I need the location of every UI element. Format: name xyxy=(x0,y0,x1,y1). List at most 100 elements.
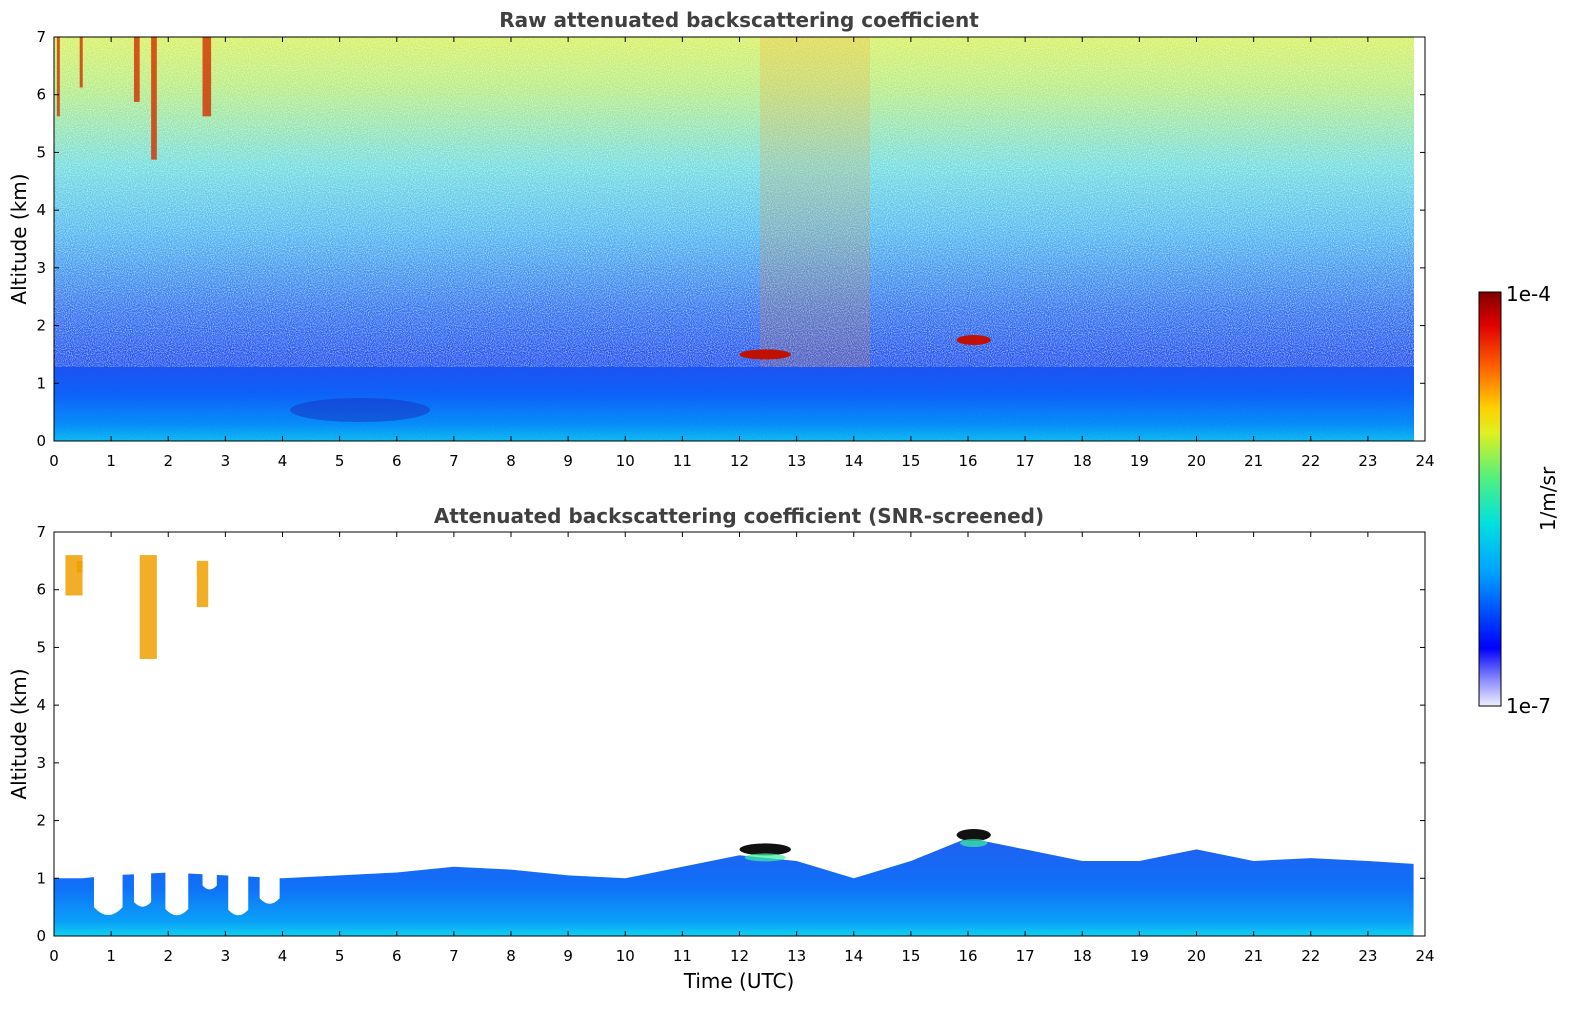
raw-heatmap xyxy=(54,37,1414,441)
raw-dense-aerosol xyxy=(290,398,430,422)
cirrus-streak xyxy=(202,37,212,117)
boundary-layer-gap xyxy=(165,532,189,916)
x-tick-label: 7 xyxy=(449,452,459,470)
y-tick-label: 3 xyxy=(36,259,46,277)
x-tick-label: 12 xyxy=(730,947,749,965)
x-tick-label: 13 xyxy=(787,452,806,470)
y-tick-label: 5 xyxy=(36,638,46,656)
cloud-base-screened xyxy=(744,853,786,862)
x-tick-label: 23 xyxy=(1358,452,1377,470)
x-tick-label: 9 xyxy=(563,947,573,965)
x-tick-label: 12 xyxy=(730,452,749,470)
y-tick-label: 1 xyxy=(36,374,46,392)
y-tick-label: 1 xyxy=(36,869,46,887)
x-tick-label: 21 xyxy=(1244,452,1263,470)
x-tick-label: 20 xyxy=(1187,452,1206,470)
screened-heatmap xyxy=(54,532,1414,936)
x-tick-label: 18 xyxy=(1073,452,1092,470)
cirrus-streak xyxy=(56,37,60,117)
x-tick-label: 6 xyxy=(392,452,402,470)
x-tick-label: 8 xyxy=(506,452,516,470)
colorbar-min-label: 1e-7 xyxy=(1506,694,1551,718)
raw-boundary-texture xyxy=(54,370,1414,441)
y-tick-label: 5 xyxy=(36,143,46,161)
x-tick-label: 15 xyxy=(901,947,920,965)
screened-cloud-features xyxy=(65,555,991,862)
screened-panel: Attenuated backscattering coefficient (S… xyxy=(7,504,1435,993)
raw-x-ticks: 0 1 2 3 4 5 6 7 8 9 10 11 12 13 14 15 16 17 18 19 20 21 22 23 24 xyxy=(49,37,1435,470)
boundary-layer-gap xyxy=(228,532,249,916)
x-tick-label: 17 xyxy=(1016,452,1035,470)
x-tick-label: 5 xyxy=(335,452,345,470)
x-tick-label: 3 xyxy=(221,947,231,965)
x-tick-label: 13 xyxy=(787,947,806,965)
cloud-layer xyxy=(956,335,991,345)
cloud-layer-screened xyxy=(956,829,991,841)
y-tick-label: 2 xyxy=(36,317,46,335)
screened-x-ticks: 0 1 2 3 4 5 6 7 8 9 10 11 12 13 14 15 16 17 18 19 20 21 22 23 24 xyxy=(49,532,1435,965)
colorbar-max-label: 1e-4 xyxy=(1506,282,1551,306)
x-tick-label: 24 xyxy=(1415,947,1434,965)
screened-y-ticks: 0 1 2 3 4 5 6 7 xyxy=(36,523,1425,945)
cirrus-streak xyxy=(133,37,140,102)
cloud-base-screened xyxy=(960,839,988,847)
y-tick-label: 3 xyxy=(36,754,46,772)
colorbar-unit-label: 1/m/sr xyxy=(1536,466,1560,531)
y-tick-label: 6 xyxy=(36,581,46,599)
y-tick-label: 0 xyxy=(36,432,46,450)
x-tick-label: 11 xyxy=(673,452,692,470)
cirrus-streak-screened xyxy=(196,560,209,608)
cirrus-streak-screened xyxy=(76,560,83,573)
x-tick-label: 10 xyxy=(616,947,635,965)
screened-y-axis-label: Altitude (km) xyxy=(7,668,31,799)
y-tick-label: 2 xyxy=(36,812,46,830)
raw-panel-title: Raw attenuated backscattering coefficien… xyxy=(499,8,979,32)
y-tick-label: 4 xyxy=(36,696,46,714)
screened-gaps xyxy=(93,532,280,916)
raw-noise-overlay xyxy=(54,37,1414,367)
x-tick-label: 0 xyxy=(49,947,59,965)
colorbar-gradient xyxy=(1478,291,1502,707)
x-tick-label: 4 xyxy=(278,947,288,965)
x-tick-label: 3 xyxy=(221,452,231,470)
cloud-layer xyxy=(739,349,791,360)
y-tick-label: 4 xyxy=(36,201,46,219)
x-tick-label: 16 xyxy=(958,452,977,470)
x-tick-label: 21 xyxy=(1244,947,1263,965)
x-tick-label: 17 xyxy=(1016,947,1035,965)
cirrus-streak-screened xyxy=(139,555,157,659)
x-tick-label: 15 xyxy=(901,452,920,470)
x-tick-label: 6 xyxy=(392,947,402,965)
x-tick-label: 0 xyxy=(49,452,59,470)
x-tick-label: 14 xyxy=(844,452,863,470)
x-tick-label: 7 xyxy=(449,947,459,965)
x-tick-label: 18 xyxy=(1073,947,1092,965)
x-tick-label: 19 xyxy=(1130,452,1149,470)
x-tick-label: 24 xyxy=(1415,452,1434,470)
cirrus-streak xyxy=(151,37,157,160)
x-tick-label: 1 xyxy=(106,452,116,470)
x-tick-label: 2 xyxy=(163,452,173,470)
x-tick-label: 19 xyxy=(1130,947,1149,965)
x-tick-label: 1 xyxy=(106,947,116,965)
y-tick-label: 0 xyxy=(36,927,46,945)
x-tick-label: 9 xyxy=(563,452,573,470)
y-tick-label: 6 xyxy=(36,86,46,104)
raw-cloud-features xyxy=(56,37,991,360)
screened-boundary-layer xyxy=(54,837,1414,936)
x-tick-label: 16 xyxy=(958,947,977,965)
x-tick-label: 11 xyxy=(673,947,692,965)
x-tick-label: 22 xyxy=(1301,452,1320,470)
cirrus-streak xyxy=(79,37,83,88)
raw-y-axis-label: Altitude (km) xyxy=(7,173,31,304)
boundary-layer-gap xyxy=(202,532,217,890)
y-tick-label: 7 xyxy=(36,28,46,46)
x-tick-label: 10 xyxy=(616,452,635,470)
x-tick-label: 22 xyxy=(1301,947,1320,965)
screened-panel-title: Attenuated backscattering coefficient (S… xyxy=(434,504,1044,528)
x-tick-label: 23 xyxy=(1358,947,1377,965)
colorbar: 1e-4 1e-7 1/m/sr xyxy=(1478,282,1560,718)
x-tick-label: 5 xyxy=(335,947,345,965)
x-tick-label: 20 xyxy=(1187,947,1206,965)
